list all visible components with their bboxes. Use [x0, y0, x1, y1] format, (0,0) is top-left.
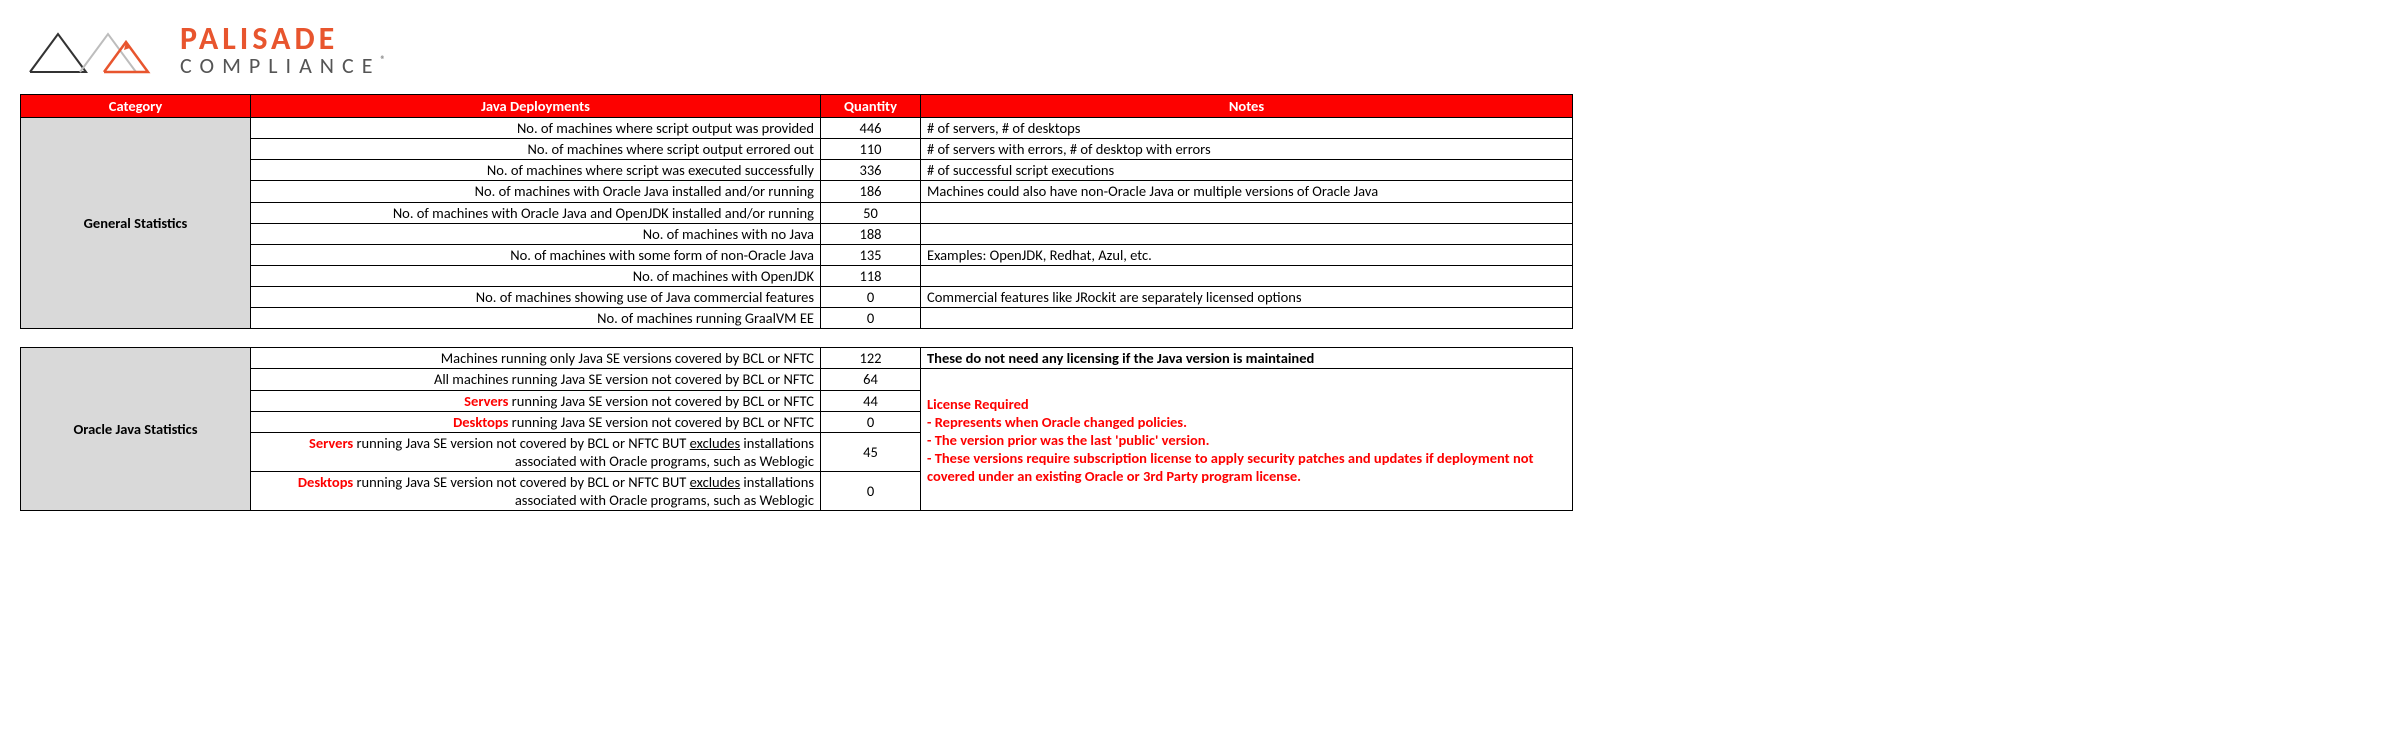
deployment-cell: No. of machines with some form of non-Or… — [251, 244, 821, 265]
notes-cell: These do not need any licensing if the J… — [921, 348, 1573, 369]
logo-text: PALISADE COMPLIANCE® — [180, 23, 386, 77]
header-deployments: Java Deployments — [251, 95, 821, 118]
logo: PALISADE COMPLIANCE® — [26, 20, 2384, 80]
table-row: Oracle Java Statistics Machines running … — [21, 348, 1573, 369]
table-header-row: Category Java Deployments Quantity Notes — [21, 95, 1573, 118]
notes-cell: # of servers with errors, # of desktop w… — [921, 139, 1573, 160]
deployment-cell: No. of machines where script output erro… — [251, 139, 821, 160]
deployment-cell: All machines running Java SE version not… — [251, 369, 821, 390]
deployment-cell: No. of machines with no Java — [251, 223, 821, 244]
deployment-cell: No. of machines where script was execute… — [251, 160, 821, 181]
general-statistics-table: Category Java Deployments Quantity Notes… — [20, 94, 1573, 329]
notes-cell — [921, 202, 1573, 223]
header-category: Category — [21, 95, 251, 118]
deployment-cell: No. of machines with Oracle Java install… — [251, 181, 821, 202]
quantity-cell: 110 — [821, 139, 921, 160]
quantity-cell: 64 — [821, 369, 921, 390]
category-cell: General Statistics — [21, 118, 251, 329]
mountain-icon — [26, 20, 166, 80]
quantity-cell: 0 — [821, 287, 921, 308]
quantity-cell: 50 — [821, 202, 921, 223]
deployment-cell: Servers running Java SE version not cove… — [251, 432, 821, 471]
deployment-cell: Machines running only Java SE versions c… — [251, 348, 821, 369]
logo-palisade: PALISADE — [180, 23, 386, 55]
deployment-cell: No. of machines where script output was … — [251, 118, 821, 139]
category-cell: Oracle Java Statistics — [21, 348, 251, 511]
quantity-cell: 336 — [821, 160, 921, 181]
deployment-cell: Servers running Java SE version not cove… — [251, 390, 821, 411]
table-row: No. of machines where script output erro… — [21, 139, 1573, 160]
table-row: No. of machines with OpenJDK 118 — [21, 265, 1573, 286]
notes-cell — [921, 265, 1573, 286]
logo-compliance: COMPLIANCE® — [180, 55, 386, 77]
notes-merged-cell: License Required - Represents when Oracl… — [921, 369, 1573, 511]
quantity-cell: 446 — [821, 118, 921, 139]
quantity-cell: 0 — [821, 308, 921, 329]
quantity-cell: 0 — [821, 411, 921, 432]
notes-cell: Examples: OpenJDK, Redhat, Azul, etc. — [921, 244, 1573, 265]
table-row: No. of machines with no Java 188 — [21, 223, 1573, 244]
deployment-cell: Desktops running Java SE version not cov… — [251, 472, 821, 511]
notes-line: - These versions require subscription li… — [927, 449, 1566, 485]
table-row: No. of machines where script was execute… — [21, 160, 1573, 181]
table-row: No. of machines with Oracle Java and Ope… — [21, 202, 1573, 223]
deployment-cell: Desktops running Java SE version not cov… — [251, 411, 821, 432]
quantity-cell: 186 — [821, 181, 921, 202]
table-row: No. of machines with Oracle Java install… — [21, 181, 1573, 202]
header-notes: Notes — [921, 95, 1573, 118]
quantity-cell: 0 — [821, 472, 921, 511]
table-row: All machines running Java SE version not… — [21, 369, 1573, 390]
quantity-cell: 44 — [821, 390, 921, 411]
table-row: No. of machines running GraalVM EE 0 — [21, 308, 1573, 329]
table-row: General Statistics No. of machines where… — [21, 118, 1573, 139]
notes-cell: # of servers, # of desktops — [921, 118, 1573, 139]
notes-line: - Represents when Oracle changed policie… — [927, 413, 1566, 431]
notes-line: - The version prior was the last 'public… — [927, 431, 1566, 449]
quantity-cell: 45 — [821, 432, 921, 471]
table-row: No. of machines showing use of Java comm… — [21, 287, 1573, 308]
quantity-cell: 188 — [821, 223, 921, 244]
quantity-cell: 118 — [821, 265, 921, 286]
deployment-cell: No. of machines with OpenJDK — [251, 265, 821, 286]
notes-cell: Commercial features like JRockit are sep… — [921, 287, 1573, 308]
quantity-cell: 122 — [821, 348, 921, 369]
notes-line: License Required — [927, 395, 1566, 413]
notes-cell — [921, 223, 1573, 244]
notes-cell: Machines could also have non-Oracle Java… — [921, 181, 1573, 202]
header-quantity: Quantity — [821, 95, 921, 118]
quantity-cell: 135 — [821, 244, 921, 265]
oracle-java-statistics-table: Oracle Java Statistics Machines running … — [20, 347, 1573, 511]
deployment-cell: No. of machines showing use of Java comm… — [251, 287, 821, 308]
notes-cell: # of successful script executions — [921, 160, 1573, 181]
deployment-cell: No. of machines running GraalVM EE — [251, 308, 821, 329]
notes-cell — [921, 308, 1573, 329]
table-row: No. of machines with some form of non-Or… — [21, 244, 1573, 265]
deployment-cell: No. of machines with Oracle Java and Ope… — [251, 202, 821, 223]
